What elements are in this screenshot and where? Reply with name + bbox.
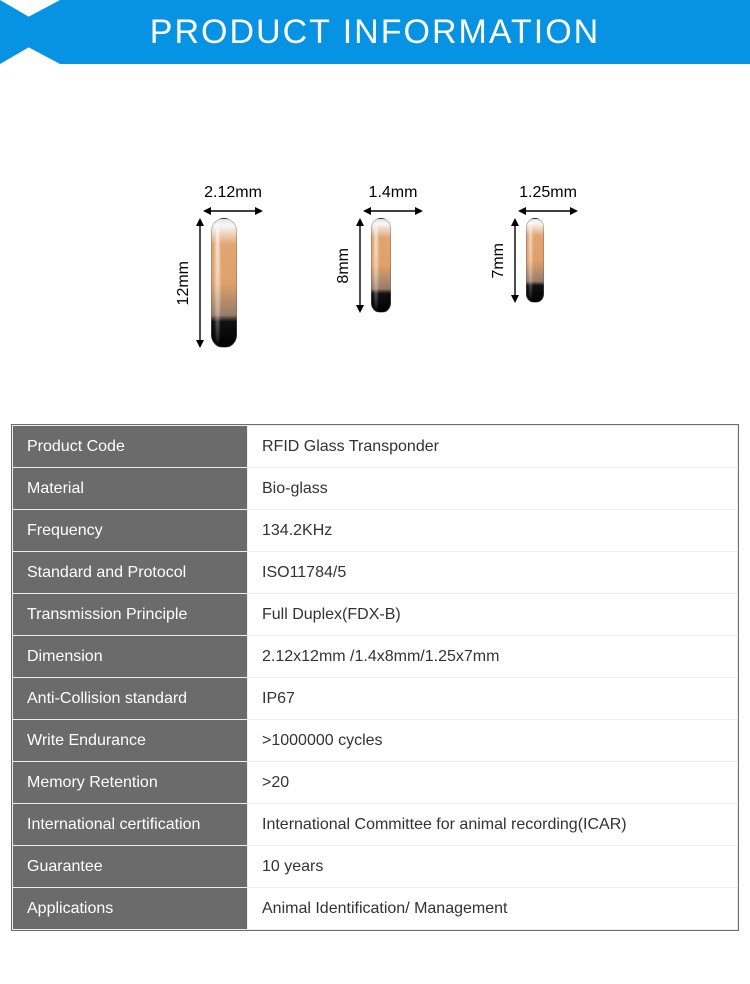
spec-label: Applications <box>13 888 248 930</box>
spec-label: Anti-Collision standard <box>13 678 248 720</box>
spec-value: Bio-glass <box>248 468 738 510</box>
transponder-capsule <box>371 218 391 313</box>
header-banner: PRODUCT INFORMATION <box>0 0 750 64</box>
table-row: Transmission PrincipleFull Duplex(FDX-B) <box>13 594 738 636</box>
table-row: Write Endurance>1000000 cycles <box>13 720 738 762</box>
table-row: Guarantee10 years <box>13 846 738 888</box>
width-arrow-icon <box>363 204 423 218</box>
spec-label: Standard and Protocol <box>13 552 248 594</box>
spec-value: 10 years <box>248 846 738 888</box>
table-row: Product CodeRFID Glass Transponder <box>13 426 738 468</box>
width-arrow-icon <box>518 204 578 218</box>
spec-table: Product CodeRFID Glass TransponderMateri… <box>12 425 738 930</box>
width-label: 2.12mm <box>204 184 262 202</box>
width-label: 1.25mm <box>519 184 577 202</box>
spec-label: International certification <box>13 804 248 846</box>
spec-value: International Committee for animal recor… <box>248 804 738 846</box>
transponder-capsule <box>526 218 544 303</box>
diagram-item: 1.4mm 8mm <box>335 184 423 313</box>
table-row: Frequency134.2KHz <box>13 510 738 552</box>
table-row: ApplicationsAnimal Identification/ Manag… <box>13 888 738 930</box>
height-label: 8mm <box>335 248 353 284</box>
table-row: International certificationInternational… <box>13 804 738 846</box>
height-arrow-icon <box>193 218 207 348</box>
table-row: Anti-Collision standardIP67 <box>13 678 738 720</box>
height-arrow-icon <box>353 218 367 313</box>
spec-label: Frequency <box>13 510 248 552</box>
spec-value: IP67 <box>248 678 738 720</box>
spec-label: Material <box>13 468 248 510</box>
spec-value: ISO11784/5 <box>248 552 738 594</box>
width-label: 1.4mm <box>369 184 418 202</box>
spec-label: Transmission Principle <box>13 594 248 636</box>
height-label: 12mm <box>175 261 193 305</box>
diagram-item: 2.12mm 12mm <box>175 184 263 348</box>
height-label: 7mm <box>490 243 508 279</box>
table-row: MaterialBio-glass <box>13 468 738 510</box>
spec-value: 134.2KHz <box>248 510 738 552</box>
spec-value: Animal Identification/ Management <box>248 888 738 930</box>
spec-label: Product Code <box>13 426 248 468</box>
table-row: Standard and ProtocolISO11784/5 <box>13 552 738 594</box>
spec-value: >20 <box>248 762 738 804</box>
spec-label: Write Endurance <box>13 720 248 762</box>
page-title: PRODUCT INFORMATION <box>150 13 600 52</box>
height-arrow-icon <box>508 218 522 303</box>
header-accent <box>0 0 60 64</box>
diagram-item: 1.25mm 7mm <box>490 184 578 303</box>
transponder-capsule <box>211 218 237 348</box>
spec-value: Full Duplex(FDX-B) <box>248 594 738 636</box>
spec-value: >1000000 cycles <box>248 720 738 762</box>
spec-label: Guarantee <box>13 846 248 888</box>
spec-table-container: Product CodeRFID Glass TransponderMateri… <box>11 424 739 931</box>
spec-label: Dimension <box>13 636 248 678</box>
product-diagram: 2.12mm 12mm 1.4mm 8mm 1.25mm 7mm <box>0 64 750 424</box>
spec-value: 2.12x12mm /1.4x8mm/1.25x7mm <box>248 636 738 678</box>
spec-label: Memory Retention <box>13 762 248 804</box>
table-row: Memory Retention>20 <box>13 762 738 804</box>
spec-value: RFID Glass Transponder <box>248 426 738 468</box>
table-row: Dimension2.12x12mm /1.4x8mm/1.25x7mm <box>13 636 738 678</box>
width-arrow-icon <box>203 204 263 218</box>
